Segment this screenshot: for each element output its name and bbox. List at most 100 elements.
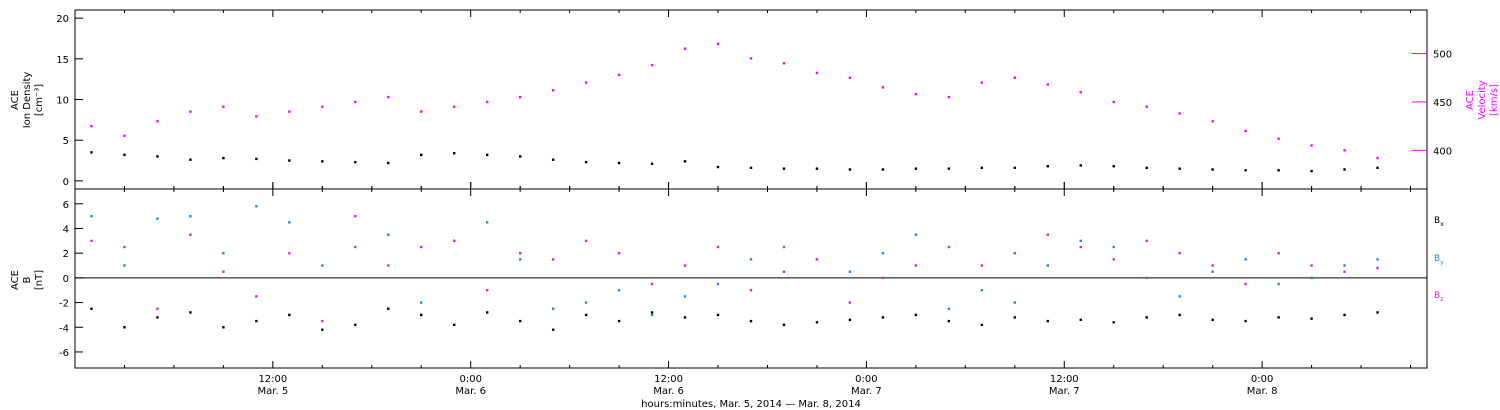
x-tick-date-2: Mar. 6: [653, 386, 684, 397]
bx-point-3: [189, 311, 192, 314]
top-panel: 0 5 10 15 20 400 450 500 ACE Ion Density [cm⁻³…: [10, 9, 1500, 190]
velocity-point-8: [354, 100, 357, 104]
velocity-point-23: [848, 76, 852, 79]
x-tick-time-1: 0:00: [459, 374, 481, 385]
x-tick-time-0: 12:00: [258, 374, 287, 385]
bz-point-5: [255, 295, 258, 298]
by-point-30: [1079, 239, 1082, 243]
x-tick-time-3: 0:00: [855, 374, 877, 385]
density-point-35: [1244, 169, 1247, 172]
bz-point-32: [1145, 239, 1148, 243]
density-point-0: [90, 151, 93, 154]
bz-point-8: [354, 214, 357, 218]
density-point-14: [551, 158, 555, 161]
density-point-7: [321, 160, 324, 163]
velocity-point-7: [321, 105, 324, 108]
b-tick-label-1: -4: [59, 323, 69, 334]
bx-point-27: [980, 323, 984, 326]
by-point-0: [90, 214, 93, 218]
by-point-31: [1112, 245, 1115, 249]
by-point-8: [354, 245, 357, 249]
bx-point-10: [420, 313, 423, 317]
bz-point-0: [90, 239, 93, 243]
velocity-point-21: [782, 62, 786, 65]
density-point-25: [914, 167, 918, 170]
density-point-4: [222, 156, 225, 160]
by-point-10: [420, 301, 423, 304]
by-point-39: [1376, 258, 1379, 261]
velocity-point-4: [222, 105, 225, 108]
density-tick-label-4: 20: [56, 14, 69, 25]
density-point-34: [1211, 168, 1214, 171]
by-point-23: [848, 270, 852, 273]
b-axis-label-line2: B: [22, 276, 33, 283]
velocity-point-18: [683, 47, 687, 50]
velocity-point-29: [1046, 83, 1049, 86]
density-point-36: [1277, 169, 1280, 172]
density-point-6: [288, 159, 291, 162]
bx-point-22: [815, 321, 819, 324]
density-point-22: [815, 167, 819, 170]
velocity-axis: 400 450 500: [1412, 50, 1452, 157]
bottom-panel-points: [90, 205, 1379, 331]
density-point-20: [749, 166, 753, 170]
bx-point-38: [1343, 313, 1346, 317]
x-tick-time-2: 12:00: [654, 374, 683, 385]
density-point-39: [1376, 166, 1379, 170]
velocity-point-36: [1277, 137, 1280, 140]
bz-point-25: [914, 264, 918, 267]
density-point-15: [584, 160, 588, 164]
velocity-point-10: [420, 110, 423, 113]
density-axis-label-line3: [cm⁻³]: [34, 84, 45, 116]
bz-point-28: [1013, 251, 1017, 255]
by-point-16: [617, 289, 621, 292]
by-point-25: [914, 233, 918, 236]
bx-point-2: [156, 316, 159, 319]
bx-point-8: [354, 323, 357, 326]
x-tick-date-1: Mar. 6: [455, 386, 486, 397]
bx-point-14: [551, 328, 555, 331]
bx-point-33: [1178, 313, 1181, 317]
bz-point-12: [485, 289, 489, 292]
by-point-27: [980, 289, 984, 292]
density-axis-label-line1: ACE: [10, 90, 21, 110]
bx-point-1: [123, 326, 126, 329]
velocity-point-11: [453, 105, 456, 108]
velocity-point-32: [1145, 105, 1148, 108]
by-point-9: [387, 233, 390, 236]
b-tick-label-4: 2: [63, 249, 69, 260]
by-point-6: [288, 221, 291, 224]
by-point-26: [947, 307, 951, 310]
x-tick-date-5: Mar. 8: [1247, 386, 1278, 397]
bx-point-13: [518, 319, 522, 323]
velocity-point-15: [584, 81, 588, 84]
density-point-30: [1079, 164, 1082, 167]
density-point-31: [1112, 165, 1115, 168]
velocity-point-26: [947, 95, 951, 99]
bz-point-33: [1178, 251, 1181, 255]
bx-point-24: [881, 316, 885, 319]
bx-point-18: [683, 316, 687, 319]
velocity-point-20: [749, 57, 753, 60]
bx-point-32: [1145, 316, 1148, 319]
bx-point-6: [288, 313, 291, 317]
velocity-point-25: [914, 92, 918, 96]
b-axis-label-line3: [nT]: [34, 270, 45, 290]
bx-point-15: [584, 313, 588, 317]
density-point-28: [1013, 166, 1017, 170]
density-point-21: [782, 167, 786, 170]
x-axis-title: hours:minutes, Mar. 5, 2014 — Mar. 8, 20…: [641, 399, 861, 410]
legend-bz: Bz: [1434, 291, 1443, 303]
bz-point-31: [1112, 258, 1115, 261]
bz-point-37: [1310, 264, 1313, 267]
by-point-38: [1343, 264, 1346, 267]
by-point-15: [584, 301, 588, 304]
by-point-36: [1277, 282, 1280, 286]
bx-point-4: [222, 326, 225, 329]
b-tick-label-6: 6: [63, 200, 69, 211]
top-panel-points: [90, 42, 1379, 173]
density-point-10: [420, 153, 423, 157]
velocity-tick-label-2: 500: [1433, 50, 1452, 61]
x-tick-date-4: Mar. 7: [1049, 386, 1080, 397]
bx-point-37: [1310, 317, 1313, 320]
